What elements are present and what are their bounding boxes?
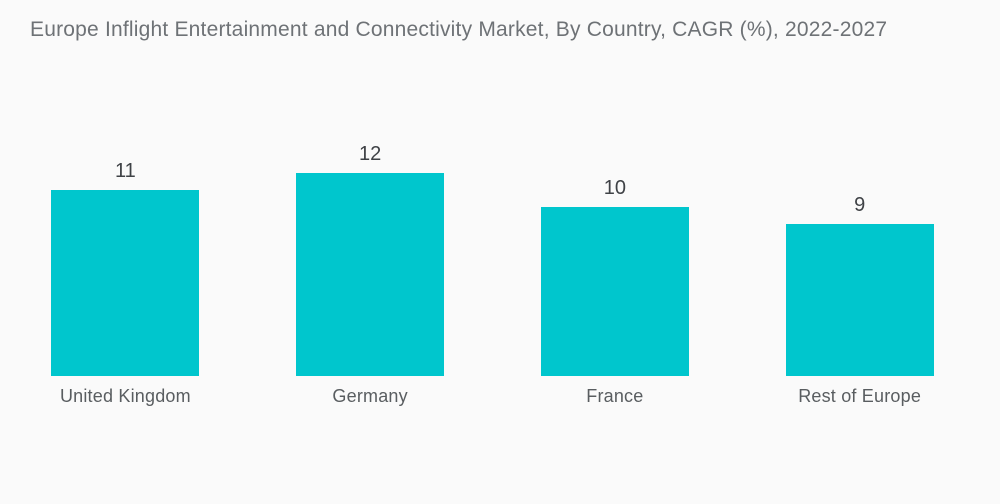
- value-label-united-kingdom: 11: [114, 160, 136, 182]
- bar-france: [540, 207, 689, 376]
- value-label-france: 10: [603, 177, 626, 199]
- bar-column-rest-of-europe: 9: [737, 194, 982, 376]
- bar-column-united-kingdom: 11: [3, 160, 248, 376]
- category-label-germany: Germany: [332, 386, 408, 406]
- x-axis-category-labels: United Kingdom Germany France Rest of Europ…: [3, 386, 982, 407]
- category-label-france: France: [586, 386, 644, 406]
- chart-title: Europe Inflight Entertainment and Connec…: [30, 18, 888, 41]
- value-label-rest-of-europe: 9: [854, 194, 866, 216]
- bar-united-kingdom: [51, 190, 200, 376]
- bar-germany: [296, 173, 445, 376]
- bar-plot-area: 11 12 10 9: [3, 0, 982, 376]
- value-label-germany: 12: [359, 143, 382, 165]
- bar-column-germany: 12: [248, 143, 493, 376]
- bar-column-france: 10: [493, 177, 738, 376]
- category-label-rest-of-europe: Rest of Europe: [798, 386, 922, 406]
- bar-rest-of-europe: [785, 224, 934, 376]
- category-label-united-kingdom: United Kingdom: [59, 386, 191, 406]
